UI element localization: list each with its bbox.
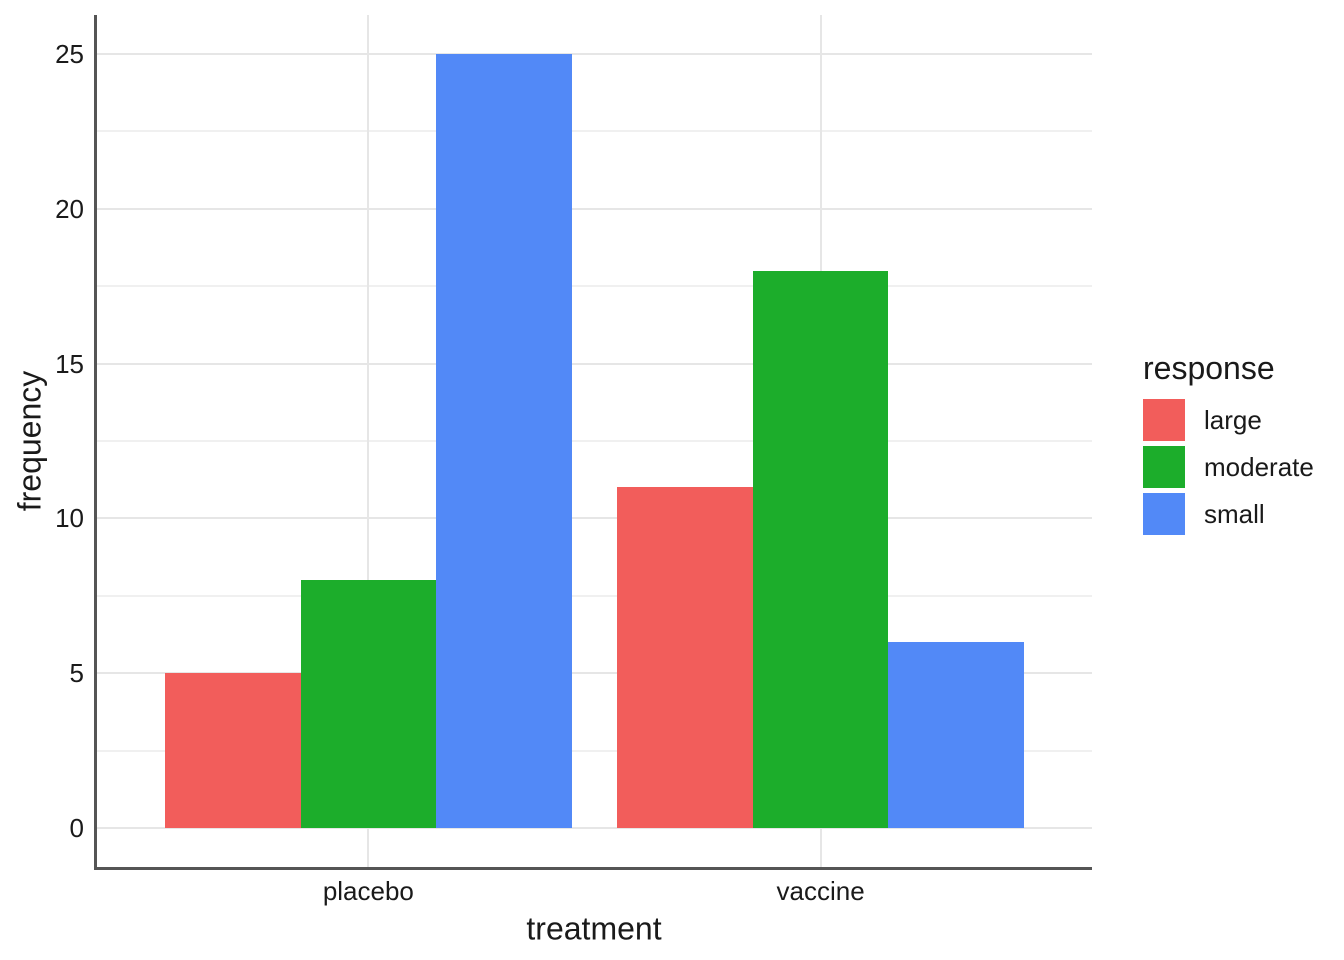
legend-item-large: large <box>1143 399 1314 441</box>
bar-vaccine-moderate <box>752 270 889 829</box>
gridline-major <box>97 207 1092 210</box>
gridline-minor <box>97 594 1092 597</box>
y-axis-title: frequency <box>11 370 48 512</box>
gridline-minor <box>97 285 1092 288</box>
gridline-minor <box>97 440 1092 442</box>
legend-label: small <box>1204 498 1265 529</box>
legend-title: response <box>1143 350 1275 386</box>
legend-items: large moderate small <box>1143 399 1314 535</box>
y-tick-label: 20 <box>55 193 84 224</box>
bar-placebo-large <box>164 673 301 829</box>
bar-vaccine-large <box>617 487 753 829</box>
gridline-minor <box>97 130 1092 133</box>
y-tick-label: 5 <box>69 658 84 689</box>
gridline-major <box>97 517 1092 520</box>
bar-placebo-small <box>436 53 572 829</box>
bar-placebo-moderate <box>300 580 437 829</box>
gridline-major <box>97 362 1092 365</box>
gridline-vertical <box>367 15 370 867</box>
gridline-major <box>97 672 1092 675</box>
plot-panel <box>94 15 1092 870</box>
gridline-major <box>97 52 1092 55</box>
legend-item-small: small <box>1143 493 1314 535</box>
legend-label: moderate <box>1204 451 1314 482</box>
legend: response large moderate small <box>1143 350 1314 540</box>
y-tick-label: 15 <box>55 348 84 379</box>
legend-label: large <box>1204 404 1262 435</box>
y-tick-label: 0 <box>69 813 84 844</box>
legend-swatch-moderate <box>1143 446 1185 488</box>
legend-item-moderate: moderate <box>1143 446 1314 488</box>
gridline-major <box>97 827 1092 830</box>
x-axis-title: treatment <box>526 910 662 947</box>
gridline-minor <box>97 749 1092 752</box>
bar-vaccine-small <box>888 642 1025 829</box>
legend-swatch-small <box>1143 493 1185 535</box>
x-tick-label: vaccine <box>776 876 865 906</box>
legend-swatch-large <box>1143 399 1185 441</box>
x-tick-label: placebo <box>322 876 414 906</box>
y-tick-label: 25 <box>55 38 84 69</box>
y-tick-label: 10 <box>55 503 84 534</box>
